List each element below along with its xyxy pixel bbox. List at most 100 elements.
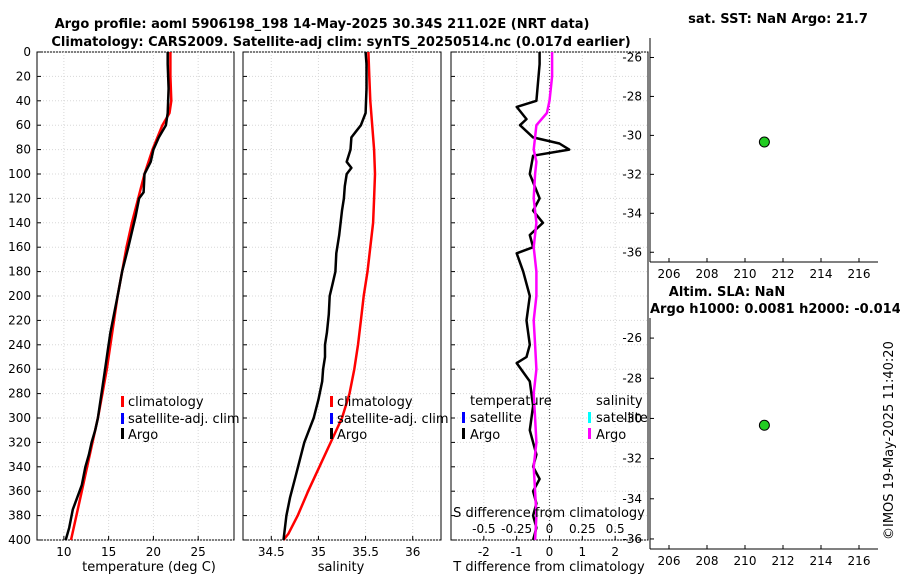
sdiff-xtick-label: 0.25 [569,522,596,536]
depth-tick-label: 80 [16,143,31,157]
difference-xtick-label: 1 [579,545,587,559]
depth-tick-label: 400 [8,533,31,547]
difference-legend: temperature satellite Argo salinity sate… [462,394,648,443]
sdiff-xlabel: S difference from climatology [453,506,645,521]
salinity-argo-line [282,51,368,541]
salinity-difference-argo-line [532,52,554,541]
temperature-xtick-label: 25 [191,545,206,559]
sla-map-ytick-label: -32 [622,452,642,466]
timestamp: ©IMOS 19-May-2025 11:40:20 [882,341,897,540]
sst-map-title: sat. SST: NaN Argo: 21.7 [688,12,868,27]
sla-map-xtick-label: 214 [810,554,833,568]
legend-clim-swatch [330,396,333,407]
legend-s-satellite-label: satellite [596,411,648,426]
legend-satclim-swatch [121,413,124,424]
legend-s-argo-swatch [588,428,591,439]
depth-tick-label: 360 [8,484,31,498]
sdiff-xtick-label: 0 [546,522,554,536]
temperature-xtick-label: 10 [56,545,71,559]
depth-tick-label: 340 [8,460,31,474]
salinity-legend: climatology satellite-adj. clim Argo [330,395,449,443]
sst-map-xtick-label: 214 [810,267,833,281]
legend-satclim-label: satellite-adj. clim [128,412,240,427]
sla-map-subtitle: Argo h1000: 0.0081 h2000: -0.014 [650,302,900,317]
depth-tick-label: 140 [8,216,31,230]
sla-map-xtick-label: 208 [696,554,719,568]
depth-tick-label: 240 [8,338,31,352]
legend-clim-label: climatology [337,395,413,410]
legend-argo-swatch [330,428,333,439]
sst-map-xtick-label: 206 [658,267,681,281]
sla-map-xtick-label: 210 [734,554,757,568]
sst-map-xtick-label: 210 [734,267,757,281]
depth-tick-label: 380 [8,509,31,523]
sst-map-ytick-label: -34 [622,206,642,220]
legend-temperature-title: temperature [470,394,552,409]
sst-map-ytick-label: -32 [622,167,642,181]
salinity-xtick-label: 35.5 [352,545,379,559]
sst-map-xtick-label: 212 [772,267,795,281]
legend-t-satellite-label: satellite [470,411,522,426]
sst-map-xtick-label: 216 [848,267,871,281]
legend-argo-label: Argo [337,428,367,443]
sla-map-ytick-label: -26 [622,331,642,345]
depth-tick-label: 320 [8,435,31,449]
sla-map-xtick-label: 216 [848,554,871,568]
sla-map-ytick-label: -30 [622,411,642,425]
sdiff-xtick-label: 0.5 [606,522,625,536]
depth-tick-label: 160 [8,240,31,254]
depth-tick-label: 60 [16,118,31,132]
depth-tick-label: 180 [8,265,31,279]
difference-xtick-label: 2 [611,545,619,559]
depth-tick-label: 20 [16,69,31,83]
legend-t-argo-label: Argo [470,428,500,443]
salinity-xlabel: salinity [318,560,365,575]
temperature-xtick-label: 20 [146,545,161,559]
legend-clim-label: climatology [128,395,204,410]
sla-map-xtick-label: 206 [658,554,681,568]
depth-tick-label: 120 [8,191,31,205]
legend-s-satellite-swatch [588,412,591,423]
sla-map-argo-location-point [758,419,770,431]
difference-xtick-label: -2 [478,545,490,559]
sst-map-argo-location-point [758,136,770,148]
legend-t-satellite-swatch [462,412,465,423]
sst-map-ytick-label: -28 [622,89,642,103]
temperature-difference-argo-line [515,52,571,541]
salinity-xtick-label: 36 [405,545,420,559]
temperature-axes-frame [36,51,235,541]
temperature-xtick-label: 15 [101,545,116,559]
salinity-xtick-label: 34.5 [258,545,285,559]
tdiff-xlabel: T difference from climatology [452,560,645,575]
difference-xtick-label: 0 [546,545,554,559]
depth-tick-label: 40 [16,94,31,108]
sst-map-ytick-label: -36 [622,245,642,259]
sla-map-ytick-label: -34 [622,492,642,506]
depth-tick-label: 280 [8,387,31,401]
sst-map-ytick-label: -26 [622,50,642,64]
sla-map-ytick-label: -36 [622,532,642,546]
depth-tick-label: 0 [23,45,31,59]
sdiff-xtick-label: -0.25 [501,522,532,536]
depth-tick-label: 100 [8,167,31,181]
legend-satclim-label: satellite-adj. clim [337,412,449,427]
legend-clim-swatch [121,396,124,407]
salinity-xtick-label: 35 [311,545,326,559]
sst-map-ytick-label: -30 [622,128,642,142]
figure-title-line1: Argo profile: aoml 5906198_198 14-May-20… [55,17,590,32]
temperature-argo-line [64,52,170,541]
sla-map-title: Altim. SLA: NaN [669,285,785,300]
sdiff-xtick-label: -0.5 [472,522,495,536]
difference-xtick-label: -1 [511,545,523,559]
legend-argo-swatch [121,428,124,439]
legend-t-argo-swatch [462,428,465,439]
depth-tick-label: 200 [8,289,31,303]
sla-map-ytick-label: -28 [622,371,642,385]
salinity-climatology-line [282,51,377,541]
temperature-legend: climatology satellite-adj. clim Argo [121,395,240,443]
sst-map-xtick-label: 208 [696,267,719,281]
depth-tick-label: 260 [8,362,31,376]
figure-title-line2: Climatology: CARS2009. Satellite-adj cli… [51,35,630,50]
depth-tick-label: 220 [8,313,31,327]
